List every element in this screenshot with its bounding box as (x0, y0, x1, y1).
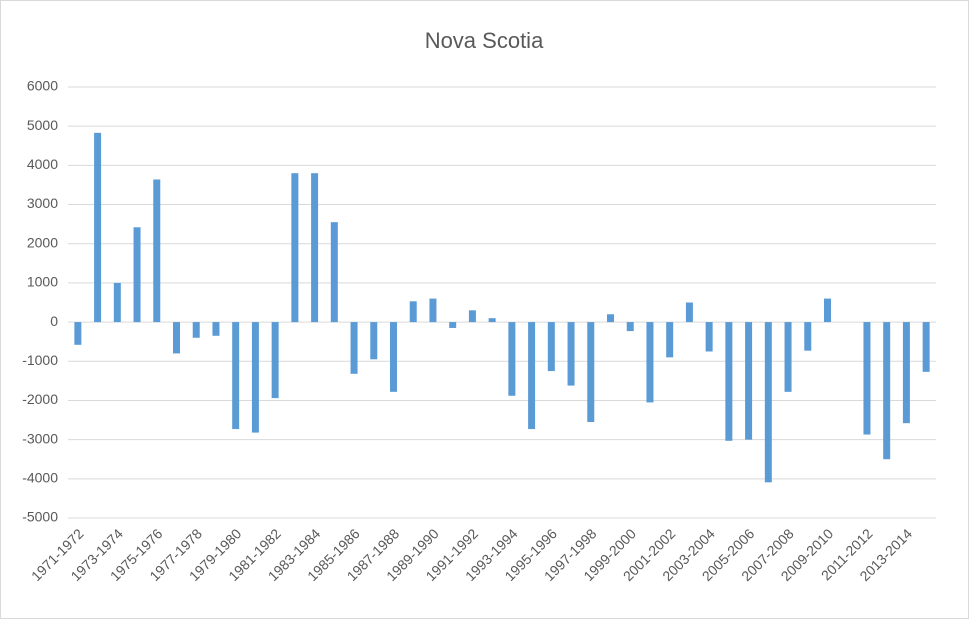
bar (173, 322, 180, 354)
y-tick-label: 1000 (27, 274, 58, 290)
bar (468, 310, 476, 323)
bar (212, 322, 220, 336)
bar (113, 282, 121, 323)
bar (508, 322, 516, 396)
y-tick-label: 2000 (27, 234, 58, 250)
bar (74, 322, 82, 345)
bar (153, 179, 161, 323)
y-tick-label: 5000 (27, 117, 58, 133)
chart-title: Nova Scotia (425, 28, 544, 53)
bar (883, 322, 891, 460)
bar (133, 227, 141, 323)
bar (390, 322, 397, 392)
bar (232, 322, 240, 430)
bar (804, 322, 812, 351)
bar (311, 173, 319, 323)
bar (922, 322, 930, 372)
bar (607, 314, 614, 323)
y-tick-label: 0 (50, 313, 58, 329)
bar (685, 302, 693, 323)
bar (705, 322, 713, 352)
bar (271, 322, 279, 399)
bar (725, 322, 733, 441)
y-tick-label: -5000 (22, 509, 58, 525)
bar (94, 132, 102, 323)
y-tick-label: -2000 (22, 391, 58, 407)
bar (488, 318, 496, 323)
y-tick-label: 6000 (27, 78, 58, 94)
bar (429, 298, 437, 323)
bar (409, 301, 417, 323)
bar (567, 322, 575, 386)
bar (824, 298, 831, 323)
y-tick-label: 4000 (27, 156, 58, 172)
bar (626, 322, 634, 332)
bar (528, 322, 536, 430)
bar (666, 322, 674, 358)
y-tick-label: 3000 (27, 195, 58, 211)
bar (192, 322, 200, 338)
bar (547, 322, 555, 372)
bar (745, 322, 753, 440)
bar (330, 222, 338, 323)
bar (291, 173, 299, 323)
y-tick-label: -1000 (22, 352, 58, 368)
bar (646, 322, 654, 403)
y-tick-label: -3000 (22, 430, 58, 446)
y-tick-label: -4000 (22, 470, 58, 486)
bar (902, 322, 910, 424)
bar (784, 322, 792, 392)
bar (350, 322, 358, 374)
bar (251, 322, 259, 433)
bar (587, 322, 595, 423)
bar (370, 322, 378, 360)
bar (863, 322, 871, 435)
bar (449, 322, 457, 328)
bar (764, 322, 772, 483)
